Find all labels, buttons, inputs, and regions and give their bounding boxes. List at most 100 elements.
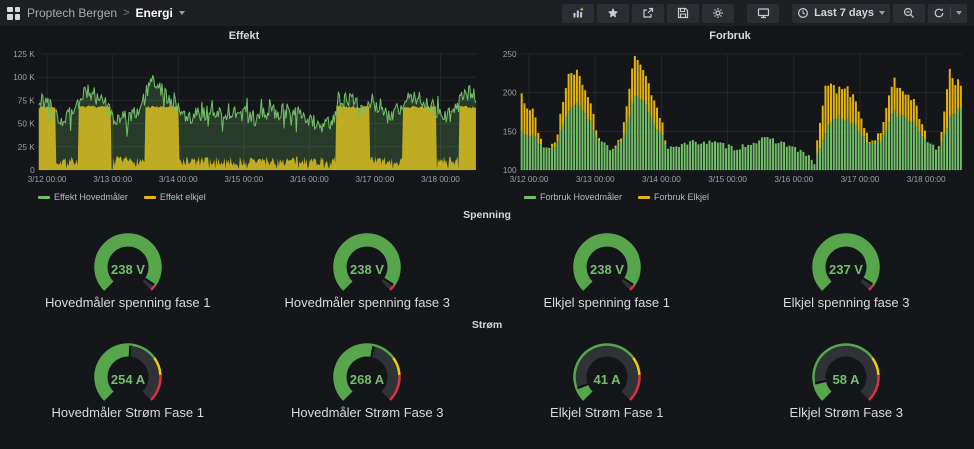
breadcrumb-folder[interactable]: Proptech Bergen xyxy=(27,6,118,20)
legend-item-forbruk-elkjel[interactable]: Forbruk Elkjel xyxy=(638,192,709,202)
chevron-down-icon[interactable] xyxy=(956,11,962,15)
add-panel-icon xyxy=(573,7,584,18)
gauge-value: 254 A xyxy=(111,372,146,387)
gauge-value: 237 V xyxy=(829,262,863,277)
settings-button[interactable] xyxy=(702,3,735,23)
legend-label: Effekt elkjel xyxy=(159,192,206,202)
svg-text:125 K: 125 K xyxy=(13,50,35,59)
gauge-panel: 238 V Hovedmåler spenning fase 1 xyxy=(8,232,248,310)
panel-effekt: Effekt 0 25 K 50 K 75 K 100 K 125 K 3/12 00:00… xyxy=(8,28,480,206)
zoom-out-icon xyxy=(903,7,915,19)
gauge-value: 41 A xyxy=(593,372,621,387)
dashboard-title[interactable]: Energi xyxy=(135,6,173,20)
charts-row: Effekt 0 25 K 50 K 75 K 100 K 125 K 3/12 00:00… xyxy=(0,26,974,206)
svg-text:75 K: 75 K xyxy=(18,96,35,105)
navbar-actions: Last 7 days xyxy=(562,3,967,23)
legend-label: Effekt Hovedmåler xyxy=(54,192,128,202)
gauge-value: 238 V xyxy=(111,262,145,277)
forbruk-legend: Forbruk Hovedmåler Forbruk Elkjel xyxy=(494,190,966,204)
gauge-title[interactable]: Elkjel Strøm Fase 3 xyxy=(789,405,903,420)
monitor-icon xyxy=(757,8,769,19)
svg-text:3/14 00:00: 3/14 00:00 xyxy=(642,175,681,184)
gauge: 268 A xyxy=(333,343,401,401)
gauge-value: 238 V xyxy=(350,262,384,277)
svg-text:3/18 00:00: 3/18 00:00 xyxy=(907,175,946,184)
gauge-title[interactable]: Hovedmåler spenning fase 3 xyxy=(284,295,451,310)
svg-text:3/14 00:00: 3/14 00:00 xyxy=(159,175,198,184)
breadcrumb-separator: > xyxy=(123,7,130,19)
gauge: 238 V xyxy=(333,233,401,291)
gauge: 238 V xyxy=(573,233,641,291)
navbar-left: Proptech Bergen > Energi xyxy=(7,6,185,20)
time-range-picker[interactable]: Last 7 days xyxy=(792,3,890,23)
svg-text:25 K: 25 K xyxy=(18,143,35,152)
effekt-legend: Effekt Hovedmåler Effekt elkjel xyxy=(8,190,480,204)
legend-label: Forbruk Elkjel xyxy=(654,192,710,202)
gauge-value: 268 A xyxy=(350,372,385,387)
add-panel-button[interactable] xyxy=(562,3,595,23)
zoom-out-button[interactable] xyxy=(893,3,925,23)
svg-text:3/16 00:00: 3/16 00:00 xyxy=(774,175,813,184)
gauge-title[interactable]: Hovedmåler spenning fase 1 xyxy=(45,295,211,310)
gauge-panel: 238 V Hovedmåler spenning fase 3 xyxy=(248,232,488,310)
refresh-icon xyxy=(934,8,944,18)
legend-swatch xyxy=(524,195,536,199)
panel-title-effekt[interactable]: Effekt xyxy=(228,30,260,42)
refresh-button[interactable] xyxy=(928,3,967,23)
gauge-panel: 41 A Elkjel Strøm Fase 1 xyxy=(487,342,727,420)
save-button[interactable] xyxy=(667,3,700,23)
star-icon xyxy=(608,8,619,18)
row-header-strom[interactable]: Strøm xyxy=(471,319,503,331)
forbruk-chart[interactable]: 100 150 200 250 3/12 00:00 3/13 00:00 3/14 00:… xyxy=(494,44,966,190)
svg-text:3/12 00:00: 3/12 00:00 xyxy=(510,175,549,184)
gauge-title[interactable]: Hovedmåler Strøm Fase 3 xyxy=(291,405,444,420)
gauge-panel: 58 A Elkjel Strøm Fase 3 xyxy=(727,342,967,420)
legend-item-effekt-hovedmaler[interactable]: Effekt Hovedmåler xyxy=(38,192,128,202)
effekt-chart[interactable]: 0 25 K 50 K 75 K 100 K 125 K 3/12 00:00 3/13 00… xyxy=(8,44,480,190)
chevron-down-icon xyxy=(879,11,885,15)
breadcrumb[interactable]: Proptech Bergen > Energi xyxy=(27,6,185,20)
clock-icon xyxy=(798,7,809,19)
svg-text:3/12 00:00: 3/12 00:00 xyxy=(28,175,67,184)
share-button[interactable] xyxy=(632,3,665,23)
gauge: 254 A xyxy=(94,343,162,401)
panel-forbruk: Forbruk 100 150 200 250 3/12 00:00 3/13 00:00… xyxy=(494,28,966,206)
gauge-panel: 254 A Hovedmåler Strøm Fase 1 xyxy=(8,342,248,420)
gauge-title[interactable]: Elkjel spenning fase 3 xyxy=(783,295,910,310)
svg-text:200: 200 xyxy=(503,89,517,98)
legend-swatch xyxy=(38,195,50,199)
svg-text:3/18 00:00: 3/18 00:00 xyxy=(421,175,460,184)
gauge: 41 A xyxy=(573,343,641,401)
share-icon xyxy=(643,7,654,18)
legend-item-effekt-elkjel[interactable]: Effekt elkjel xyxy=(143,192,206,202)
row-header-spenning[interactable]: Spenning xyxy=(463,209,511,221)
star-button[interactable] xyxy=(597,3,630,23)
legend-swatch xyxy=(143,195,156,199)
gauge-value: 238 V xyxy=(590,262,624,277)
save-icon xyxy=(677,7,689,19)
svg-text:0: 0 xyxy=(30,166,35,175)
gauge: 238 V xyxy=(94,233,162,291)
gauge-title[interactable]: Hovedmåler Strøm Fase 1 xyxy=(51,405,204,420)
svg-text:3/16 00:00: 3/16 00:00 xyxy=(290,175,329,184)
gauge-value: 58 A xyxy=(833,372,861,387)
panel-title-forbruk[interactable]: Forbruk xyxy=(709,30,751,42)
legend-item-forbruk-hovedmaler[interactable]: Forbruk Hovedmåler xyxy=(524,192,622,202)
button-divider xyxy=(950,7,951,19)
gauge-title[interactable]: Elkjel Strøm Fase 1 xyxy=(550,405,664,420)
gauge-row-spenning: 238 V Hovedmåler spenning fase 1 238 V Hove… xyxy=(0,224,974,316)
svg-text:3/15 00:00: 3/15 00:00 xyxy=(224,175,263,184)
gauge-title[interactable]: Elkjel spenning fase 1 xyxy=(543,295,670,310)
apps-grid-icon[interactable] xyxy=(7,6,20,20)
chevron-down-icon[interactable] xyxy=(178,11,185,15)
gauge-row-strom: 254 A Hovedmåler Strøm Fase 1 268 A Hovedmå… xyxy=(0,334,974,426)
gauge-panel: 268 A Hovedmåler Strøm Fase 3 xyxy=(248,342,488,420)
legend-label: Forbruk Hovedmåler xyxy=(540,192,623,202)
navbar: Proptech Bergen > Energi xyxy=(0,0,974,26)
cycle-view-button[interactable] xyxy=(747,3,780,23)
svg-text:100: 100 xyxy=(503,166,517,175)
gear-icon xyxy=(713,8,724,18)
time-range-label: Last 7 days xyxy=(814,7,874,19)
gauge: 58 A xyxy=(812,343,880,401)
